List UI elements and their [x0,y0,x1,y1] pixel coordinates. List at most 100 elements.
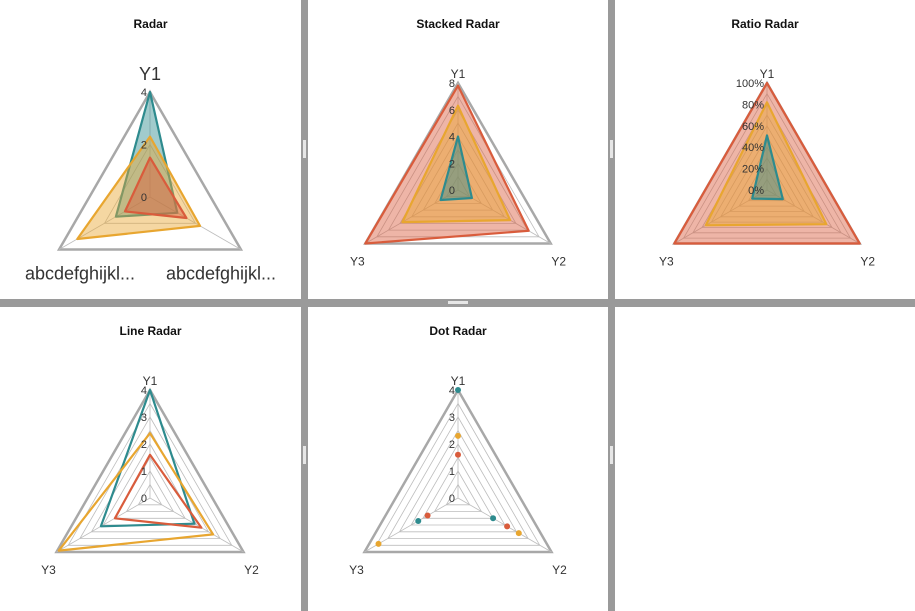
axis-label: Y1 [143,374,158,388]
data-point-orange [375,540,382,547]
empty-panel [615,307,915,611]
radar-grid-ring [445,483,471,506]
series-polygon-orange [401,104,512,224]
tick-label: 0 [449,185,455,197]
chart-title: Dot Radar [429,324,487,338]
tick-label: 2 [449,439,455,451]
radar-grid-ring [67,402,233,546]
radar-grid-ring [387,109,529,231]
stacked-radar-chart: 0 2 4 6 8Y1 Y2 Y3 [350,67,566,269]
tick-label: 2 [449,158,455,170]
radar-grid-ring [720,135,814,218]
series-polygon-teal [439,135,473,202]
chart-title: Line Radar [119,324,182,338]
tick-label: 20% [742,164,764,176]
chart-title: Stacked Radar [416,17,500,31]
data-point-orange [515,530,522,537]
radar-grid-ring [445,175,471,198]
radar-grid-ring [747,167,787,202]
stacked-radar-panel: Stacked Radar 0 2 4 6 8 Y1 Y2 Y3 [308,0,608,299]
radar-grid-ring [757,178,777,196]
radar-grid [56,89,244,251]
radar-grid-ring [399,122,517,224]
radar-panel: Radar 0 2 4 Y1 abcdefghijkl... abcdefghijkl..… [0,0,301,299]
axis-label: Y2 [551,255,566,269]
ratio-radar-chart: 0% 20% 40% 60% 80% 100%Y1 Y2 Y3 [659,67,875,269]
series-polygon-teal [751,134,784,201]
tick-label: 100% [736,78,764,90]
radar-grid-ring [433,470,483,512]
line-radar-panel: Line Radar 0 1 2 3 4 Y1 Y2 Y3 [0,307,301,611]
radar-spoke [58,196,151,250]
radar-outer-ring [56,89,244,251]
tick-label: 8 [449,78,455,90]
radar-outer-ring [362,387,554,554]
splitter-grip-handle[interactable] [303,446,306,464]
tick-label: 4 [449,385,455,397]
axis-label: abcdefghijkl... [25,264,135,284]
axis-label: Y3 [349,563,364,577]
radar-spoke [56,497,151,553]
tick-label: 40% [742,142,764,154]
axis-label: Y3 [659,255,674,269]
tick-label: 4 [449,132,455,144]
axis-label: Y3 [41,563,56,577]
radar-grid-ring [137,483,163,506]
tick-label: 80% [742,99,764,111]
radar-grid-ring [103,143,197,224]
data-point-red [455,451,461,458]
splitter-grip-handle[interactable] [448,301,468,304]
series-polygon-orange [76,135,202,241]
tick-label: 4 [141,385,147,397]
data-point-orange [455,432,461,439]
line-radar-chart: 0 1 2 3 4Y1 Y2 Y3 [41,374,259,577]
radar-grid-ring [692,103,842,234]
dot-radar-panel: Dot Radar 0 1 2 3 4 Y1 Y2 Y3 [308,307,608,611]
tick-label: 2 [141,439,147,451]
radar-grid-ring [710,125,824,223]
axis-label: Y1 [451,67,466,81]
data-point-teal [490,515,497,522]
splitter-grip-handle[interactable] [610,446,613,464]
axis-label: Y2 [244,563,259,577]
tick-label: 3 [449,412,455,424]
radar-grid-ring [125,470,175,512]
tick-label: 1 [449,466,455,478]
axis-label: abcdefghijkl... [166,264,276,284]
dot-radar-chart: 0 1 2 3 4Y1 Y2 Y3 [349,374,567,577]
radar-grid-ring [738,157,796,207]
radar-grid-ring [387,416,529,539]
radar-grid [362,387,554,554]
radar-spoke [457,189,551,244]
tick-label: 1 [141,466,147,478]
axis-label: Y2 [552,563,567,577]
tick-label: 0 [141,493,147,505]
series-polygon-orange [704,101,828,227]
radar-grid-ring [422,149,494,211]
tick-label: 3 [141,412,147,424]
data-point-red [424,512,431,519]
data-point-teal [455,387,461,393]
series-polygon-red [364,84,530,245]
tick-label: 2 [141,140,147,152]
series-polygon-red [113,453,203,529]
axis-label: Y1 [451,374,466,388]
radar-grid-ring [375,402,541,546]
tick-label: 6 [449,105,455,117]
splitter-grip-handle[interactable] [303,140,306,158]
axis-label: Y1 [139,64,161,84]
chart-title: Radar [133,17,168,31]
radar-spoke [149,497,244,553]
splitter-grip-handle[interactable] [610,140,613,158]
series-polygon-red [123,156,188,220]
tick-label: 4 [141,87,147,99]
radar-grid-ring [422,456,494,519]
radar-grid [54,387,246,554]
radar-grid-ring [410,443,506,526]
radar-chart: 0 2 4 Y1 abcdefghijkl... abcdefghijkl... [25,64,276,284]
radar-grid-ring [398,429,518,533]
tick-label: 60% [742,121,764,133]
radar-grid-ring [729,146,805,212]
tick-label: 0 [449,493,455,505]
ratio-radar-panel: Ratio Radar 0% 20% 40% 60% 80% 100% Y1 Y2 Y3 [615,0,915,299]
